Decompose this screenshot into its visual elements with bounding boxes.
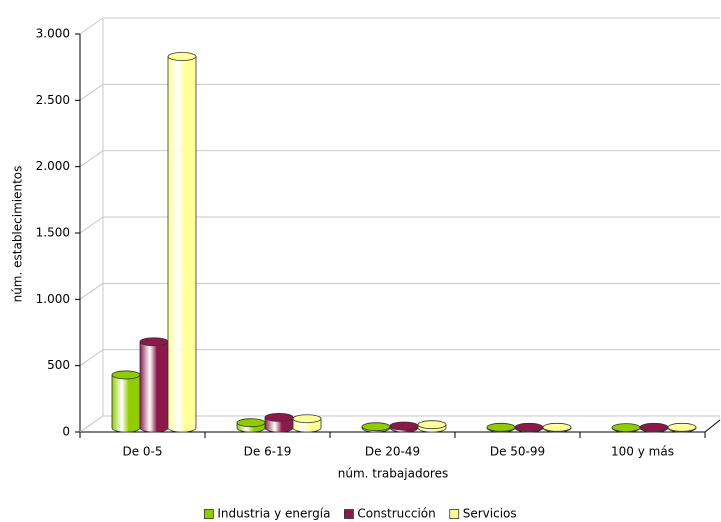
- bar-body: [167, 56, 197, 433]
- y-axis-label: núm. establecimientos: [11, 166, 25, 303]
- bar-cap: [486, 422, 516, 432]
- bar-cap: [389, 421, 419, 431]
- bar-cap: [139, 337, 169, 347]
- grid-line-side: [79, 216, 104, 234]
- bar: [667, 422, 697, 433]
- bar: [361, 422, 391, 433]
- x-axis-side: [79, 415, 104, 433]
- bar-cap: [167, 52, 197, 61]
- floor-edge: [704, 419, 721, 433]
- bar-cap: [639, 422, 669, 432]
- bar: [292, 414, 322, 433]
- y-tick-label: 1.000: [36, 292, 70, 306]
- grid-line-side: [79, 150, 104, 168]
- grid-line-side: [79, 83, 104, 101]
- legend-label: Construcción: [357, 507, 435, 521]
- y-tick-label: 0: [62, 425, 70, 439]
- grid-line-side: [79, 282, 104, 300]
- bar: [139, 337, 169, 433]
- legend-swatch: [203, 509, 214, 519]
- bar: [389, 421, 419, 433]
- y-tick-label: 1.500: [36, 226, 70, 240]
- bar-cap: [514, 422, 544, 432]
- legend-swatch: [344, 509, 354, 519]
- bar: [611, 423, 641, 433]
- bar-cap: [667, 422, 697, 432]
- x-tick-label: De 6-19: [244, 445, 292, 459]
- y-tick-label: 2.500: [36, 93, 70, 107]
- legend-label: Servicios: [463, 507, 517, 521]
- bar: [514, 422, 544, 433]
- bar: [486, 422, 516, 433]
- bar-cap: [111, 370, 141, 380]
- bar: [236, 418, 266, 433]
- y-tick-label: 3.000: [36, 27, 70, 41]
- bar-cap: [292, 414, 322, 424]
- bar-cap: [361, 422, 391, 432]
- bar-cap: [236, 418, 266, 428]
- bar-cap: [264, 412, 294, 422]
- bar-cap: [417, 420, 447, 430]
- y-tick-label: 500: [47, 358, 70, 372]
- grid-line-side: [79, 17, 104, 35]
- bar-body: [139, 341, 169, 433]
- x-tick-label: De 20-49: [365, 445, 420, 459]
- grid-line-side: [79, 349, 104, 367]
- x-tick-label: De 50-99: [490, 445, 545, 459]
- bar: [639, 422, 669, 433]
- bar: [167, 52, 197, 433]
- legend-label: Industria y energía: [217, 507, 330, 521]
- bar: [264, 412, 294, 433]
- x-tick-label: 100 y más: [611, 445, 674, 459]
- bar: [417, 420, 447, 433]
- y-tick-label: 2.000: [36, 159, 70, 173]
- x-tick-label: De 0-5: [122, 445, 162, 459]
- bar-cap: [611, 423, 641, 433]
- bar-cap: [542, 422, 572, 432]
- legend-swatch: [449, 509, 460, 519]
- x-axis-label: núm. trabajadores: [338, 467, 448, 481]
- bar: [542, 422, 572, 433]
- bar: [111, 370, 141, 433]
- bar-body: [111, 374, 141, 433]
